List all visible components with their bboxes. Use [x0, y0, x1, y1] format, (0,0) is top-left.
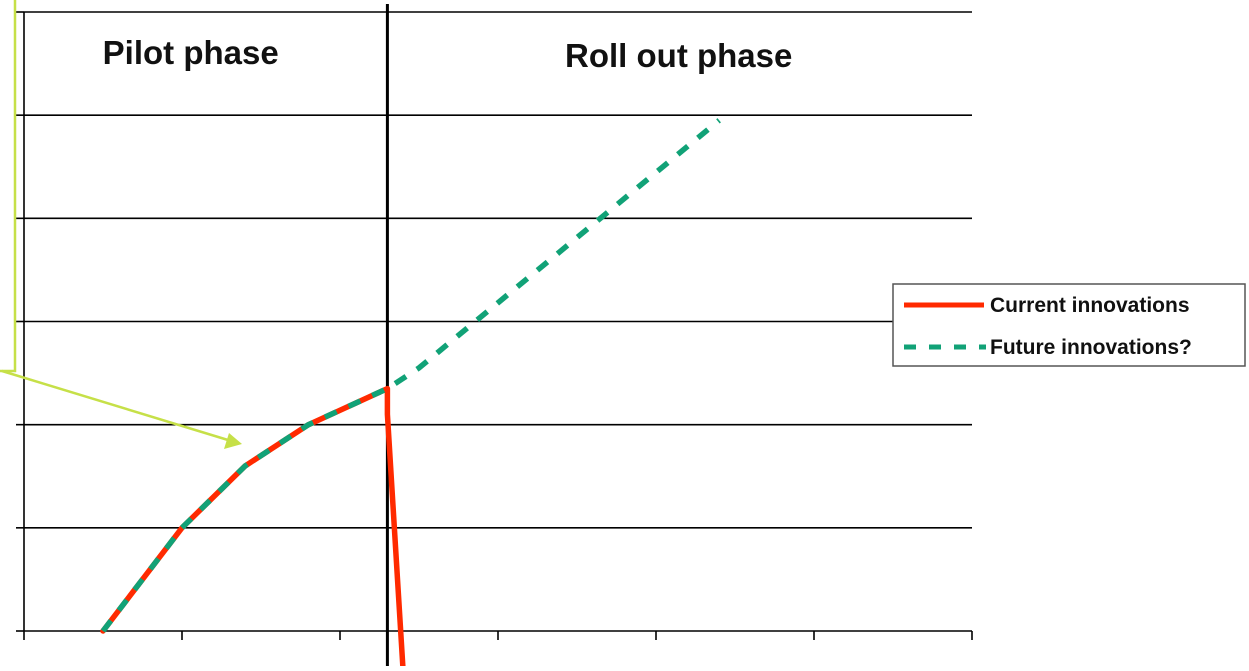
annotation-arrow-group — [0, 0, 242, 449]
phase-label-pilot: Pilot phase — [103, 34, 279, 71]
legend-box — [892, 283, 1246, 367]
legend-label-current: Current innovations — [990, 294, 1190, 317]
annotation-bracket — [0, 0, 17, 373]
series-line-future-innovations — [100, 118, 721, 633]
series-lines — [100, 118, 721, 671]
legend-label-future: Future innovations? — [990, 336, 1192, 359]
axes — [16, 4, 973, 666]
legend: Current innovations Future innovations? — [892, 283, 1246, 367]
phase-label-rollout: Roll out phase — [565, 37, 792, 74]
gridlines — [24, 11, 972, 529]
annotation-arrow-line — [1, 369, 229, 442]
annotation-arrow-head — [224, 433, 242, 449]
phase-labels: Pilot phase Roll out phase — [103, 34, 793, 74]
